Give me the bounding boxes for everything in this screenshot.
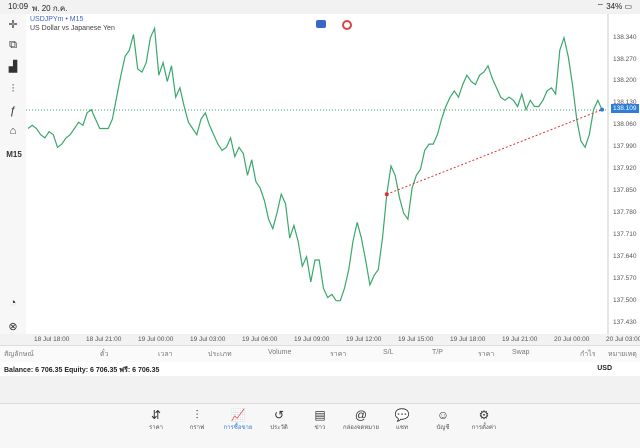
status-bar: 10:09 พ. 20 ก.ค. ⌔ 34% ▭ xyxy=(0,0,640,14)
price-axis-label: 138.270 xyxy=(613,55,637,63)
price-axis-label: 137.780 xyxy=(613,209,637,216)
speed-icon[interactable]: ◔ xyxy=(9,297,17,309)
nav-label: ประวัติ xyxy=(270,425,288,431)
col-time: เวลา xyxy=(158,351,173,358)
price-chart[interactable]: USDJPYm • M15 US Dollar vs Japanese Yen … xyxy=(26,14,640,343)
balance-text: Balance: 6 706.35 Equity: 6 706.35 ฟรี: … xyxy=(4,367,160,374)
current-price-tag: 138.109 xyxy=(611,104,639,113)
mailbox-icon: @ xyxy=(354,408,368,422)
col-sl: S/L xyxy=(383,349,394,356)
nav-quotes[interactable]: ⇵ ราคา xyxy=(136,408,176,432)
time-axis-label: 19 Jul 15:00 xyxy=(398,336,434,343)
status-time: 10:09 xyxy=(8,2,29,11)
time-axis-label: 19 Jul 21:00 xyxy=(502,336,538,343)
bars-icon[interactable]: ▟ xyxy=(8,61,18,73)
time-axis-label: 19 Jul 06:00 xyxy=(242,336,278,343)
battery-indicator: ⌔ 34% ▭ xyxy=(596,2,632,11)
price-axis-label: 138.060 xyxy=(613,121,637,129)
col-price-2: ราคา xyxy=(478,351,495,358)
time-axis-label: 19 Jul 00:00 xyxy=(138,336,174,343)
balance-currency: USD xyxy=(597,365,612,372)
time-axis-label: 18 Jul 18:00 xyxy=(34,336,70,343)
nav-chat[interactable]: 💬 แชท xyxy=(382,408,422,432)
time-axis-label: 20 Jul 03:00 xyxy=(606,336,640,343)
col-tp: T/P xyxy=(432,349,443,356)
time-axis-label: 19 Jul 12:00 xyxy=(346,336,382,343)
function-icon[interactable]: ƒ xyxy=(9,105,17,117)
time-axis-label: 19 Jul 09:00 xyxy=(294,336,330,343)
trade-icon[interactable]: ⊗ xyxy=(8,321,18,333)
price-axis-label: 137.640 xyxy=(613,252,637,260)
time-axis-label: 18 Jul 21:00 xyxy=(86,336,122,343)
last-price-marker xyxy=(600,107,604,112)
price-axis-label: 137.850 xyxy=(613,187,637,195)
nav-label: แชท xyxy=(396,425,408,431)
balance-row: Balance: 6 706.35 Equity: 6 706.35 ฟรี: … xyxy=(0,362,640,376)
trade-chart-icon: 📈 xyxy=(230,408,246,422)
timeframe-button[interactable]: M15 xyxy=(6,150,22,159)
nav-label: ราคา xyxy=(149,425,163,431)
nav-label: การซื้อขาย xyxy=(223,425,253,431)
nav-label: ข่าว xyxy=(314,425,326,431)
nav-label: การตั้งค่า xyxy=(471,425,497,431)
time-axis-label: 20 Jul 00:00 xyxy=(554,336,590,343)
bottom-nav: ⇵ ราคา ⫶ กราฟ 📈 การซื้อขาย ↺ ประวัติ ▤ ข่าว @… xyxy=(0,403,640,448)
nav-trade[interactable]: 📈 การซื้อขาย xyxy=(218,408,258,432)
crosshair-icon[interactable]: ✛ xyxy=(8,19,18,31)
col-symbol: สัญลักษณ์ xyxy=(4,351,34,358)
charts-icon: ⫶ xyxy=(195,408,199,422)
col-ticket: ตั๋ว xyxy=(100,351,109,358)
chart-symbol: USDJPYm • M15 xyxy=(30,16,84,23)
trade-connector-line xyxy=(386,109,603,195)
indicators-icon[interactable]: ⫶ xyxy=(11,83,15,95)
trade-columns-header: สัญลักษณ์ ตั๋ว เวลา ประเภท Volume ราคา S… xyxy=(0,345,640,363)
chart-description: US Dollar vs Japanese Yen xyxy=(30,25,115,32)
nav-history[interactable]: ↺ ประวัติ xyxy=(259,408,299,432)
chat-icon: 💬 xyxy=(394,408,410,422)
price-axis-label: 137.430 xyxy=(613,318,637,326)
nav-settings[interactable]: ⚙ การตั้งค่า xyxy=(464,408,504,432)
time-axis-label: 19 Jul 03:00 xyxy=(190,336,226,343)
quotes-icon: ⇵ xyxy=(150,408,162,422)
price-axis-label: 137.710 xyxy=(613,230,637,238)
col-volume: Volume xyxy=(268,349,292,356)
col-type: ประเภท xyxy=(208,351,232,358)
chart-toolbar: ✛ ⧉ ▟ ⫶ ƒ ⌂ M15 ◔ ⊗ xyxy=(0,14,26,334)
connection-icon xyxy=(342,20,352,30)
price-axis-label: 138.130 xyxy=(613,99,637,107)
price-axis-label: 138.200 xyxy=(613,77,637,85)
price-axis-label: 138.340 xyxy=(613,33,637,41)
trade-entry-marker xyxy=(384,192,389,197)
nav-label: กราฟ xyxy=(189,425,205,431)
nav-news[interactable]: ▤ ข่าว xyxy=(300,408,340,432)
nav-label: บัญชี xyxy=(436,425,450,431)
objects-icon[interactable]: ⌂ xyxy=(9,125,17,137)
price-line xyxy=(27,25,603,302)
col-comment: หมายเหตุ xyxy=(608,351,637,358)
col-swap: Swap xyxy=(512,349,530,356)
chart-canvas xyxy=(26,14,609,334)
battery-percent: 34% xyxy=(606,2,623,11)
account-icon: ☺ xyxy=(436,408,450,422)
nav-label: กล่องจดหมาย xyxy=(342,425,380,431)
nav-account[interactable]: ☺ บัญชี xyxy=(423,408,463,432)
news-icon: ▤ xyxy=(314,408,326,422)
one-click-trading-icon[interactable] xyxy=(316,20,326,28)
time-axis-label: 19 Jul 18:00 xyxy=(450,336,486,343)
col-profit: กำไร xyxy=(580,351,596,358)
col-price: ราคา xyxy=(330,351,347,358)
price-axis-label: 137.500 xyxy=(613,296,637,304)
candles-icon[interactable]: ⧉ xyxy=(9,39,17,51)
history-icon: ↺ xyxy=(273,408,285,422)
price-axis-label: 137.920 xyxy=(613,165,637,173)
settings-icon: ⚙ xyxy=(478,408,490,422)
price-axis-label: 137.570 xyxy=(613,274,637,282)
status-date: พ. 20 ก.ค. xyxy=(32,4,68,13)
price-axis-label: 137.990 xyxy=(613,143,637,151)
nav-charts[interactable]: ⫶ กราฟ xyxy=(177,408,217,432)
nav-mailbox[interactable]: @ กล่องจดหมาย xyxy=(341,408,381,432)
